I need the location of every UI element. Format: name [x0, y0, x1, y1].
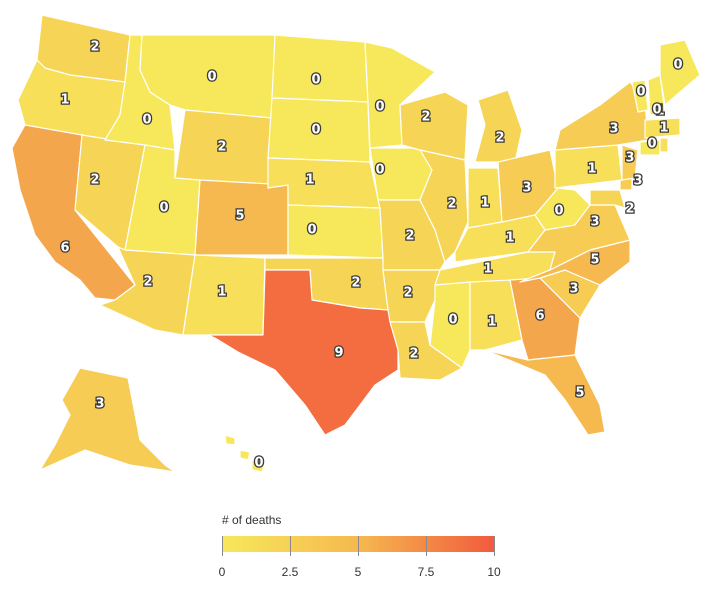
- state-value-ms: 0: [448, 313, 457, 328]
- state-value-al: 1: [487, 315, 496, 330]
- legend-tick-label: 10: [487, 565, 501, 579]
- legend-tick-mark: [425, 536, 427, 556]
- state-value-md: 2: [625, 202, 634, 217]
- state-value-nv: 2: [90, 173, 99, 188]
- state-value-mo: 2: [405, 229, 414, 244]
- state-value-ut: 0: [159, 201, 168, 216]
- state-value-nm: 1: [217, 285, 226, 300]
- state-value-ne: 1: [305, 173, 314, 188]
- state-nh: [647, 74, 666, 116]
- state-value-wv: 0: [554, 204, 563, 219]
- state-ma: [644, 117, 681, 139]
- state-me: [659, 39, 701, 106]
- state-value-ca: 6: [60, 241, 69, 256]
- state-value-ks: 0: [307, 223, 316, 238]
- state-value-fl: 5: [575, 386, 584, 401]
- state-ct: [639, 139, 661, 156]
- legend-tick-mark: [357, 536, 359, 556]
- state-value-wy: 2: [217, 140, 226, 155]
- state-value-ny: 3: [609, 122, 618, 137]
- state-value-az: 2: [143, 275, 152, 290]
- legend-tick-label: 2.5: [281, 565, 299, 579]
- state-value-pa: 1: [587, 162, 596, 177]
- state-value-tx: 9: [334, 346, 343, 361]
- state-value-sd: 0: [311, 123, 320, 138]
- state-value-in: 1: [480, 196, 489, 211]
- legend-tick-label: 5: [354, 565, 362, 579]
- state-value-me: 0: [673, 58, 682, 73]
- state-shapes: [11, 14, 701, 473]
- state-value-il: 2: [447, 197, 456, 212]
- state-tx: [207, 269, 399, 436]
- state-md: [589, 189, 626, 209]
- state-value-sc: 3: [569, 282, 578, 297]
- state-value-mt: 0: [207, 70, 216, 85]
- state-value-hi: 0: [254, 456, 263, 471]
- state-value-ri: 1: [659, 121, 668, 136]
- state-value-tn: 1: [483, 262, 492, 277]
- state-mi: [474, 89, 523, 163]
- state-il: [419, 149, 469, 263]
- state-value-ok: 2: [351, 276, 360, 291]
- state-value-ia: 0: [375, 163, 384, 178]
- legend-tick-mark: [493, 536, 495, 556]
- state-value-ga: 6: [535, 309, 544, 324]
- state-ri: [659, 137, 669, 153]
- state-value-ky: 1: [505, 231, 514, 246]
- state-value-oh: 3: [522, 181, 531, 196]
- state-value-la: 2: [409, 347, 418, 362]
- state-value-vt: 0: [636, 85, 645, 100]
- legend-tick-mark: [289, 536, 291, 556]
- legend-tick-mark: [221, 536, 223, 556]
- state-value-co: 5: [235, 209, 244, 224]
- state-value-mi: 2: [495, 131, 504, 146]
- state-value-nd: 0: [311, 73, 320, 88]
- state-la: [389, 321, 463, 381]
- state-value-de: 3: [633, 174, 642, 189]
- state-value-or: 1: [60, 93, 69, 108]
- state-vt: [631, 79, 649, 113]
- state-value-ak: 3: [95, 397, 104, 412]
- state-nd: [271, 34, 369, 103]
- state-value-mn: 0: [375, 100, 384, 115]
- state-value-wa: 2: [90, 40, 99, 55]
- state-ks: [287, 204, 384, 259]
- state-hi: [224, 434, 266, 473]
- state-value-nc: 5: [590, 253, 599, 268]
- state-nj: [621, 144, 639, 181]
- state-value-ar: 2: [403, 286, 412, 301]
- state-value-id: 0: [142, 113, 151, 128]
- legend-tick-label: 0: [218, 565, 226, 579]
- legend-title: # of deaths: [222, 513, 282, 527]
- state-value-ma: 1: [655, 104, 664, 119]
- state-value-nh: 0: [652, 103, 661, 118]
- state-value-nj: 3: [625, 151, 634, 166]
- state-value-ct: 0: [647, 137, 656, 152]
- state-value-wi: 2: [421, 110, 430, 125]
- state-al: [469, 279, 523, 351]
- state-fl: [484, 349, 606, 436]
- state-ak: [39, 367, 176, 473]
- legend-tick-label: 7.5: [417, 565, 435, 579]
- state-value-va: 3: [590, 215, 599, 230]
